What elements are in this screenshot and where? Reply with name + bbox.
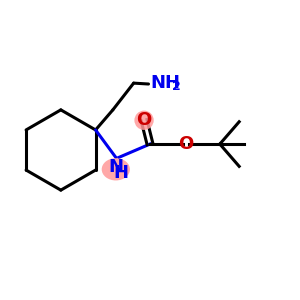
Text: 2: 2 [172,80,181,94]
Text: O: O [178,135,193,153]
Text: NH: NH [150,74,180,92]
Text: N: N [108,158,123,176]
Text: H: H [114,164,129,182]
Ellipse shape [134,111,154,130]
Text: O: O [136,111,152,129]
Ellipse shape [102,158,130,181]
